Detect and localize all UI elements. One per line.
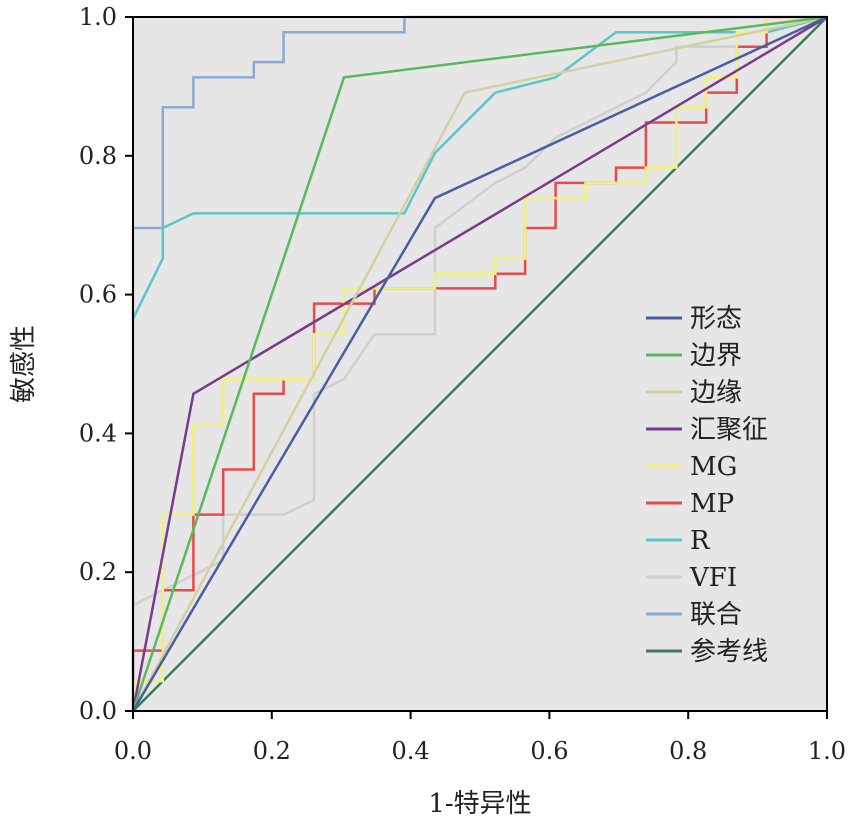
legend-label-1: 边界 [690,341,742,371]
series-line-0 [131,15,828,712]
series-layer [131,15,828,712]
series-line-4 [131,15,827,711]
y-tick-label-5: 1.0 [79,3,117,31]
legend-label-5: MP [690,489,734,519]
legend-label-2: 边缘 [690,378,742,408]
series-line-6 [131,15,828,320]
legend-label-3: 汇聚征 [690,415,768,445]
x-tick-label-0: 0.0 [114,737,152,765]
legend-label-9: 参考线 [690,637,768,667]
y-tick-label-3: 0.6 [79,281,117,309]
y-axis-title: 敏感性 [9,325,39,403]
series-line-2 [131,15,828,712]
x-axis-title: 1-特异性 [428,789,531,819]
plot-frame [132,16,828,712]
x-tick-label-3: 0.6 [530,737,568,765]
legend-label-8: 联合 [690,600,742,630]
x-axis: 0.0 0.2 0.4 0.6 0.8 1.0 [114,711,846,765]
x-tick-label-4: 0.8 [669,737,707,765]
y-axis: 0.0 0.2 0.4 0.6 0.8 1.0 [79,3,133,725]
legend-label-4: MG [690,452,737,482]
y-tick-label-4: 0.8 [79,142,117,170]
y-tick-label-2: 0.4 [79,419,117,447]
y-tick-label-1: 0.2 [79,558,117,586]
legend-label-7: VFI [689,563,737,593]
y-tick-label-0: 0.0 [79,697,117,725]
series-line-3 [131,15,828,712]
x-tick-label-5: 1.0 [808,737,846,765]
legend-label-0: 形态 [690,304,742,334]
series-line-9 [132,16,828,712]
x-tick-label-1: 0.2 [253,737,291,765]
series-line-1 [131,15,828,712]
legend-label-6: R [690,526,711,556]
x-tick-label-2: 0.4 [392,737,430,765]
